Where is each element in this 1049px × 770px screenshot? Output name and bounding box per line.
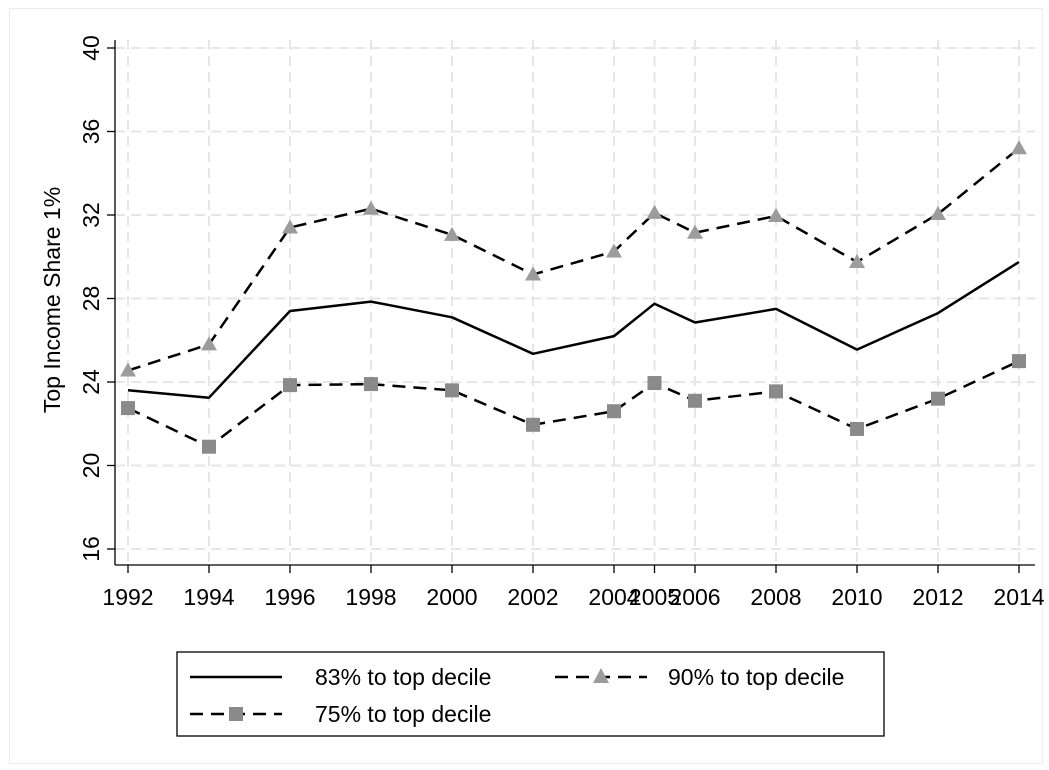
series-1-point-2006 bbox=[687, 224, 703, 239]
series-1-point-1998 bbox=[363, 200, 379, 215]
series-1-point-2014 bbox=[1011, 140, 1027, 155]
y-ticks: 16 20 24 28 32 36 40 bbox=[78, 35, 115, 562]
x-tick-label-2008: 2008 bbox=[750, 584, 801, 610]
series-1-point-2012 bbox=[930, 205, 946, 220]
x-tick-label-2000: 2000 bbox=[426, 584, 477, 610]
series-2-point-1998 bbox=[364, 377, 378, 392]
legend-box bbox=[176, 651, 885, 737]
chart-frame bbox=[9, 8, 1043, 764]
legend-triangle-marker bbox=[593, 668, 609, 683]
series-group bbox=[120, 140, 1027, 454]
x-tick-label-1998: 1998 bbox=[345, 584, 396, 610]
legend: 83% to top decile 90% to top decile 75% … bbox=[176, 651, 885, 737]
y-tick-label-16: 16 bbox=[78, 536, 104, 562]
x-tick-label-2010: 2010 bbox=[831, 584, 882, 610]
legend-item-75: 75% to top decile bbox=[190, 701, 491, 727]
x-tick-label-2002: 2002 bbox=[507, 584, 558, 610]
x-tick-label-2005: 2005 bbox=[629, 584, 680, 610]
series-2-point-2012 bbox=[931, 391, 945, 406]
series-2-point-2008 bbox=[769, 384, 783, 399]
series-2-point-2000 bbox=[445, 383, 459, 398]
series-line-0 bbox=[127, 260, 1020, 399]
y-tick-label-32: 32 bbox=[78, 202, 104, 228]
series-1-point-2008 bbox=[768, 208, 784, 223]
series-2-point-1992 bbox=[121, 401, 135, 416]
series-2-point-1994 bbox=[202, 439, 216, 454]
y-tick-label-36: 36 bbox=[78, 119, 104, 145]
series-1-point-1994 bbox=[201, 336, 217, 351]
x-tick-label-1996: 1996 bbox=[264, 584, 315, 610]
legend-label-83: 83% to top decile bbox=[315, 664, 491, 690]
series-1-point-2002 bbox=[525, 266, 541, 281]
legend-square-marker bbox=[229, 707, 243, 721]
legend-label-75: 75% to top decile bbox=[315, 701, 491, 727]
x-tick-label-2012: 2012 bbox=[912, 584, 963, 610]
series-line-2 bbox=[127, 359, 1020, 448]
series-1-point-2010 bbox=[849, 253, 865, 268]
series-1-point-2004 bbox=[606, 243, 622, 258]
x-tick-label-2006: 2006 bbox=[669, 584, 720, 610]
series-2-point-2002 bbox=[526, 417, 540, 432]
series-1-point-1992 bbox=[120, 362, 136, 377]
series-2-point-1996 bbox=[283, 378, 297, 393]
series-2-point-2006 bbox=[688, 393, 702, 408]
axes bbox=[114, 40, 1035, 566]
series-2-point-2014 bbox=[1012, 354, 1026, 369]
x-tick-label-2004: 2004 bbox=[588, 584, 639, 610]
legend-item-90: 90% to top decile bbox=[555, 664, 844, 690]
grid bbox=[115, 40, 1035, 565]
x-tick-label-1994: 1994 bbox=[183, 584, 234, 610]
series-1-point-1996 bbox=[282, 219, 298, 234]
y-axis-title: Top Income Share 1% bbox=[39, 187, 65, 413]
x-tick-label-1992: 1992 bbox=[102, 584, 153, 610]
y-tick-label-20: 20 bbox=[78, 453, 104, 479]
y-tick-label-24: 24 bbox=[78, 369, 104, 395]
series-1-point-2005 bbox=[646, 204, 663, 219]
series-2-point-2010 bbox=[850, 421, 864, 436]
series-1-point-2000 bbox=[444, 226, 460, 241]
y-tick-label-28: 28 bbox=[78, 286, 104, 312]
y-tick-label-40: 40 bbox=[78, 35, 104, 61]
x-tick-label-2014: 2014 bbox=[993, 584, 1044, 610]
legend-label-90: 90% to top decile bbox=[668, 664, 844, 690]
series-2-point-2005 bbox=[647, 376, 662, 391]
legend-item-83: 83% to top decile bbox=[190, 664, 491, 690]
series-2-point-2004 bbox=[607, 404, 621, 419]
